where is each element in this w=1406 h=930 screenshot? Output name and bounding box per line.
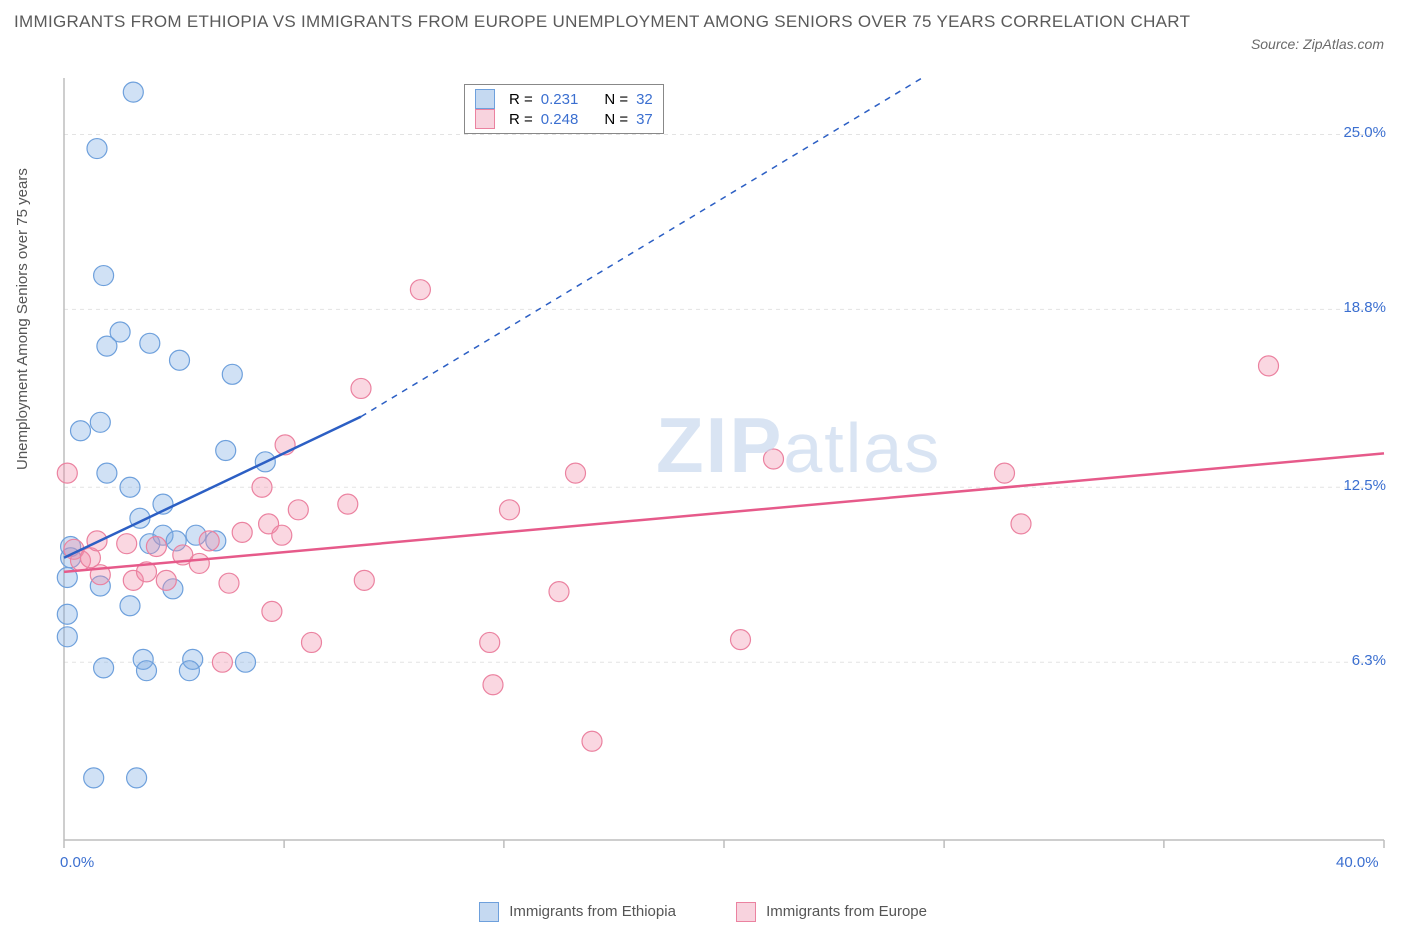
n-label: N =: [604, 111, 628, 128]
scatter-chart-svg: [56, 70, 1392, 870]
swatch-pink-icon: [736, 902, 756, 922]
legend-label-ethiopia: Immigrants from Ethiopia: [509, 903, 676, 920]
x-axis-legend: Immigrants from Ethiopia Immigrants from…: [0, 902, 1406, 922]
swatch-blue-icon: [479, 902, 499, 922]
swatch-pink-icon: [475, 109, 495, 129]
n-value-europe: 37: [636, 111, 653, 128]
y-tick-label: 18.8%: [1343, 299, 1386, 316]
stats-row-europe: R = 0.248 N = 37: [475, 109, 653, 129]
x-tick-label-max: 40.0%: [1336, 854, 1379, 871]
x-tick-label-min: 0.0%: [60, 854, 94, 871]
chart-title: IMMIGRANTS FROM ETHIOPIA VS IMMIGRANTS F…: [14, 8, 1226, 37]
y-axis-label: Unemployment Among Seniors over 75 years: [14, 168, 31, 470]
n-label: N =: [604, 91, 628, 108]
y-tick-label: 25.0%: [1343, 124, 1386, 141]
r-value-ethiopia: 0.231: [541, 91, 579, 108]
legend-label-europe: Immigrants from Europe: [766, 903, 927, 920]
source-attribution: Source: ZipAtlas.com: [1251, 36, 1384, 52]
legend-item-europe: Immigrants from Europe: [736, 902, 927, 922]
y-tick-label: 6.3%: [1352, 652, 1386, 669]
swatch-blue-icon: [475, 89, 495, 109]
legend-item-ethiopia: Immigrants from Ethiopia: [479, 902, 676, 922]
y-tick-label: 12.5%: [1343, 477, 1386, 494]
r-label: R =: [509, 111, 533, 128]
stats-row-ethiopia: R = 0.231 N = 32: [475, 89, 653, 109]
chart-plot-area: R = 0.231 N = 32 R = 0.248 N = 37 ZIPatl…: [56, 70, 1392, 870]
n-value-ethiopia: 32: [636, 91, 653, 108]
stats-legend-box: R = 0.231 N = 32 R = 0.248 N = 37: [464, 84, 664, 134]
r-value-europe: 0.248: [541, 111, 579, 128]
r-label: R =: [509, 91, 533, 108]
